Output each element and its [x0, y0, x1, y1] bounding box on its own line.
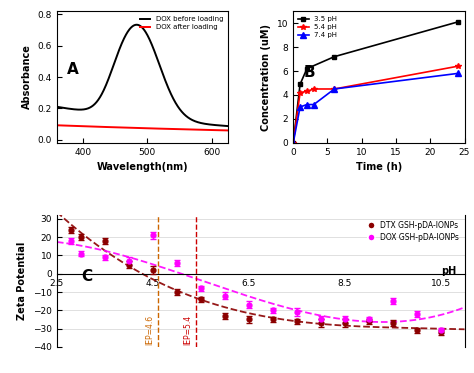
DOX after loading	[98, 125, 104, 129]
DOX after loading	[84, 124, 90, 129]
7.4 pH	[331, 87, 337, 91]
Line: 5.4 pH: 5.4 pH	[291, 63, 460, 145]
5.4 pH	[304, 89, 310, 94]
Line: DOX before loading: DOX before loading	[57, 25, 228, 126]
7.4 pH	[455, 71, 461, 76]
Text: A: A	[67, 62, 79, 77]
5.4 pH	[455, 64, 461, 69]
DOX after loading	[155, 126, 161, 131]
7.4 pH	[311, 102, 317, 107]
5.4 pH	[311, 87, 317, 91]
DOX after loading	[54, 123, 60, 128]
5.4 pH	[297, 90, 303, 95]
Legend: DTX GSH-pDA-IONPs, DOX GSH-pDA-IONPs: DTX GSH-pDA-IONPs, DOX GSH-pDA-IONPs	[366, 219, 461, 243]
Line: DOX after loading: DOX after loading	[57, 125, 228, 131]
DOX after loading	[183, 127, 189, 132]
Text: C: C	[82, 269, 92, 284]
DOX before loading	[169, 93, 174, 97]
DOX after loading	[225, 128, 231, 133]
DOX before loading	[131, 23, 137, 28]
3.5 pH	[291, 141, 296, 145]
3.5 pH	[331, 54, 337, 59]
DOX before loading	[134, 22, 139, 27]
Text: pH: pH	[441, 266, 456, 276]
Line: 3.5 pH: 3.5 pH	[291, 19, 460, 145]
5.4 pH	[291, 141, 296, 145]
5.4 pH	[331, 87, 337, 91]
Text: IEP=4.6: IEP=4.6	[145, 315, 154, 345]
Line: 7.4 pH: 7.4 pH	[291, 70, 460, 145]
DOX after loading	[168, 127, 174, 131]
DOX before loading	[155, 59, 161, 63]
3.5 pH	[455, 20, 461, 24]
Y-axis label: Zeta Potential: Zeta Potential	[18, 242, 27, 320]
X-axis label: Time (h): Time (h)	[356, 162, 402, 172]
3.5 pH	[304, 66, 310, 71]
7.4 pH	[297, 105, 303, 109]
Y-axis label: Concentration (uM): Concentration (uM)	[261, 23, 271, 131]
DOX before loading	[54, 104, 60, 109]
Legend: DOX before loading, DOX after loading: DOX before loading, DOX after loading	[138, 15, 225, 32]
Y-axis label: Absorbance: Absorbance	[22, 45, 32, 109]
DOX after loading	[131, 126, 137, 130]
DOX before loading	[98, 93, 104, 98]
DOX before loading	[84, 106, 90, 111]
Legend: 3.5 pH, 5.4 pH, 7.4 pH: 3.5 pH, 5.4 pH, 7.4 pH	[297, 15, 338, 40]
DOX before loading	[183, 114, 189, 118]
7.4 pH	[304, 102, 310, 107]
Text: IEP=5.4: IEP=5.4	[183, 315, 192, 345]
3.5 pH	[297, 82, 303, 87]
Text: B: B	[303, 65, 315, 80]
7.4 pH	[291, 141, 296, 145]
DOX before loading	[225, 124, 231, 128]
X-axis label: Wavelength(nm): Wavelength(nm)	[97, 162, 188, 172]
